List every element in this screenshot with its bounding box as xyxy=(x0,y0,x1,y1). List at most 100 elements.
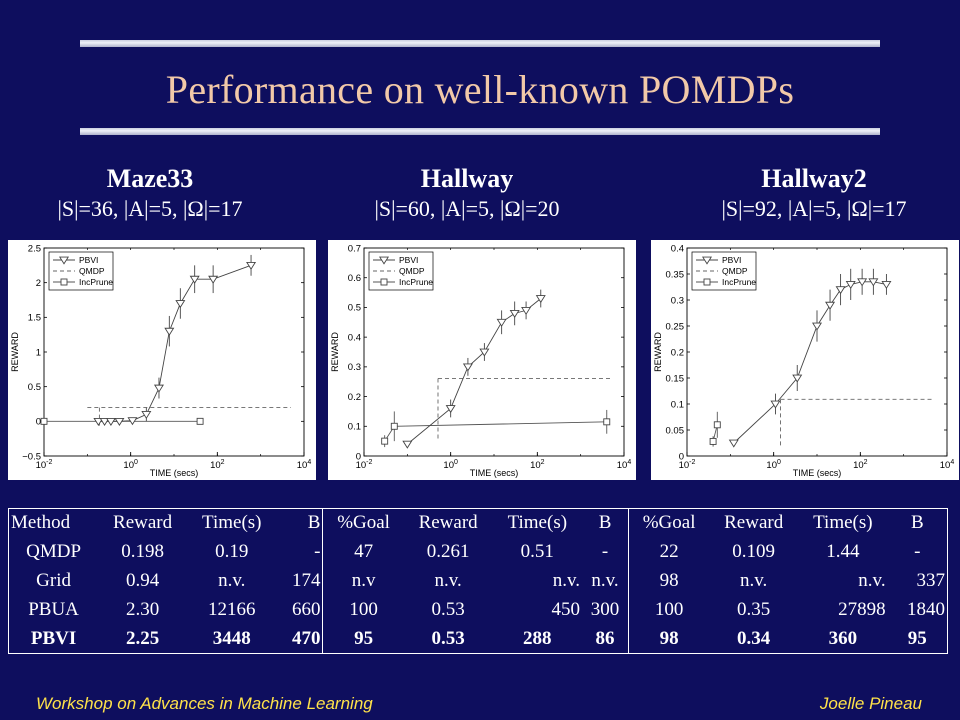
problem-dims: |S|=36, |A|=5, |Ω|=17 xyxy=(57,196,243,221)
pbvi-point xyxy=(770,400,781,409)
table-row: PBUA 2.30 12166 660 100 0.53 450 300 100… xyxy=(8,595,948,625)
legend-label: QMDP xyxy=(722,266,748,276)
incprune-point xyxy=(709,437,717,445)
table-cell: 12166 xyxy=(208,598,256,620)
legend-label: IncPrune xyxy=(79,277,113,287)
pbvi-point xyxy=(868,278,879,287)
y-tick-label: 0.15 xyxy=(666,373,685,384)
legend-label: PBVI xyxy=(79,255,98,265)
y-tick-label: 0.05 xyxy=(666,425,685,436)
legend-label: IncPrune xyxy=(399,277,433,287)
y-tick-label: 0.5 xyxy=(348,303,361,314)
y-tick-label: 0.4 xyxy=(671,243,684,254)
y-tick-label: 0.2 xyxy=(348,392,361,403)
title-rule-top xyxy=(80,40,880,47)
table-cell: - xyxy=(887,537,948,567)
pbvi-point xyxy=(811,322,823,331)
table-header-cell: B xyxy=(582,507,630,538)
problem-name: Maze33 xyxy=(106,164,194,193)
incprune-point xyxy=(40,417,48,425)
y-tick-label: 0.3 xyxy=(348,362,361,373)
pbvi-point xyxy=(127,417,138,426)
pbvi-point xyxy=(509,309,520,319)
legend-marker xyxy=(60,278,68,286)
y-tick-label: 2 xyxy=(36,278,41,289)
chart-panel-hallway2: 0 0.05 0.1 0.15 0.2 0.25 0.3 0.35 0.4 10-2 100 102 1… xyxy=(651,240,959,480)
pbvi-point xyxy=(164,327,175,336)
table-cell: 450 xyxy=(551,598,581,620)
table-cell: 95 xyxy=(887,624,948,655)
table-cell: 98 xyxy=(628,624,710,655)
table-cell: 2.25 xyxy=(98,624,188,655)
table-cell: 2.30 xyxy=(125,598,160,620)
table-header-cell: Time(s) xyxy=(798,507,888,538)
table-cell: 100 xyxy=(654,598,684,620)
chart-maze33: −0.5 0 0.5 1 1.5 2 2.5 10-2 100 102 104 TIME (secs)… xyxy=(10,243,311,478)
title-rule-bottom xyxy=(80,128,880,135)
table-cell: 0.19 xyxy=(215,541,249,563)
problem-header-hallway: Hallway |S|=60, |A|=5, |Ω|=20 xyxy=(317,164,617,224)
legend-marker xyxy=(58,256,70,265)
table-cell: 0.198 xyxy=(121,541,164,563)
x-tick-label: 100 xyxy=(766,459,781,471)
pbvi-point xyxy=(114,417,125,426)
table-header-cell: Reward xyxy=(403,507,493,538)
plot-area: 0 0.1 0.2 0.3 0.4 0.5 0.6 0.7 10-2 100 102 104 TIME … xyxy=(330,243,631,478)
incprune-line xyxy=(384,421,607,442)
pbvi-point xyxy=(141,411,152,420)
table-cell: n.v. xyxy=(740,569,768,591)
table-cell: n.v. xyxy=(218,569,246,591)
pbvi-point xyxy=(208,275,219,284)
pbvi-point xyxy=(402,440,413,449)
table-cell: 47 xyxy=(354,541,374,563)
pbvi-point xyxy=(881,281,892,290)
results-table: Method Reward Time(s) B %Goal Reward Tim… xyxy=(8,507,948,655)
incprune-point xyxy=(603,418,611,426)
pbvi-point xyxy=(99,417,110,426)
table-cell: 0.261 xyxy=(426,541,470,563)
y-tick-label: 0.25 xyxy=(666,321,685,332)
table-header-cell: B xyxy=(276,507,324,538)
pbvi-point xyxy=(105,417,116,426)
plot-area: −0.5 0 0.5 1 1.5 2 2.5 10-2 100 102 104 TIME (secs)… xyxy=(10,243,311,478)
table-cell: Grid xyxy=(8,566,99,596)
table-cell: - xyxy=(276,537,324,567)
y-tick-label: 0 xyxy=(679,451,684,462)
pbvi-point xyxy=(175,300,186,309)
pbvi-point xyxy=(857,278,868,287)
table-cell: 0.51 xyxy=(520,541,554,563)
table-cell: 360 xyxy=(798,624,888,655)
table-cell: 0.53 xyxy=(403,624,493,655)
pbvi-point xyxy=(445,405,456,414)
table-cell: n.v xyxy=(351,569,376,591)
plot-area: 0 0.05 0.1 0.15 0.2 0.25 0.3 0.35 0.4 10-2 100 102 1… xyxy=(653,243,954,478)
legend-label: QMDP xyxy=(399,266,425,276)
table-cell: 0.34 xyxy=(709,624,799,655)
y-tick-label: 0.1 xyxy=(671,399,684,410)
table-cell: 22 xyxy=(659,541,679,563)
y-tick-label: 0.2 xyxy=(671,347,684,358)
table-cell: 174 xyxy=(276,566,324,596)
problem-name: Hallway xyxy=(420,164,514,193)
legend-marker xyxy=(701,256,713,265)
pbvi-line xyxy=(733,281,887,444)
y-tick-label: 0.6 xyxy=(348,273,361,284)
table-cell: 0.94 xyxy=(125,569,160,591)
x-tick-label: 104 xyxy=(617,459,632,471)
x-tick-label: 10-2 xyxy=(356,459,373,471)
chart-hallway: 0 0.1 0.2 0.3 0.4 0.5 0.6 0.7 10-2 100 102 104 TIME … xyxy=(330,243,631,478)
table-header-cell: Reward xyxy=(709,507,799,538)
legend-label: PBVI xyxy=(722,255,741,265)
y-tick-label: 0.5 xyxy=(28,382,41,393)
y-tick-label: −0.5 xyxy=(22,451,41,462)
legend-box xyxy=(48,251,114,291)
table-cell: 98 xyxy=(659,569,679,591)
footer-right: Joelle Pineau xyxy=(819,694,922,713)
problem-dims: |S|=60, |A|=5, |Ω|=20 xyxy=(374,196,560,221)
table-row: PBVI 2.25 3448 470 95 0.53 288 86 98 0.3… xyxy=(8,624,948,655)
table-cell: 300 xyxy=(582,595,630,625)
x-axis-label: TIME (secs) xyxy=(470,468,519,478)
pbvi-point xyxy=(153,384,164,393)
x-tick-label: 100 xyxy=(443,459,458,471)
